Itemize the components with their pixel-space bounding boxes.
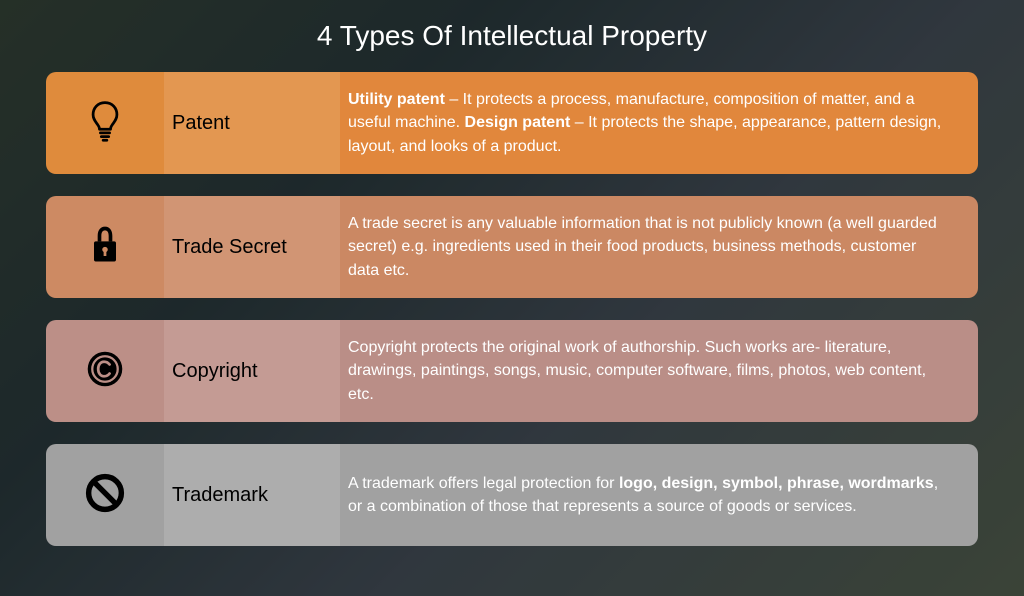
label-cell-patent: Patent xyxy=(164,72,340,174)
desc-cell-trade-secret: A trade secret is any valuable informati… xyxy=(340,196,978,298)
row-label: Trade Secret xyxy=(172,236,287,259)
lock-icon xyxy=(85,223,125,272)
icon-cell-trademark xyxy=(46,444,164,546)
page-title: 4 Types Of Intellectual Property xyxy=(46,20,978,52)
row-label: Copyright xyxy=(172,360,258,383)
row-desc: A trademark offers legal protection for … xyxy=(348,472,950,518)
row-trade-secret: Trade Secret A trade secret is any valua… xyxy=(46,196,978,298)
icon-cell-copyright xyxy=(46,320,164,422)
row-desc: Copyright protects the original work of … xyxy=(348,336,950,406)
row-desc: Utility patent – It protects a process, … xyxy=(348,88,950,158)
row-copyright: Copyright Copyright protects the origina… xyxy=(46,320,978,422)
lightbulb-icon xyxy=(85,99,125,148)
row-label: Trademark xyxy=(172,484,268,507)
icon-cell-patent xyxy=(46,72,164,174)
row-trademark: Trademark A trademark offers legal prote… xyxy=(46,444,978,546)
label-cell-trademark: Trademark xyxy=(164,444,340,546)
desc-cell-copyright: Copyright protects the original work of … xyxy=(340,320,978,422)
row-desc: A trade secret is any valuable informati… xyxy=(348,212,950,282)
prohibit-icon xyxy=(85,471,125,520)
label-cell-copyright: Copyright xyxy=(164,320,340,422)
label-cell-trade-secret: Trade Secret xyxy=(164,196,340,298)
icon-cell-trade-secret xyxy=(46,196,164,298)
row-patent: Patent Utility patent – It protects a pr… xyxy=(46,72,978,174)
rows-container: Patent Utility patent – It protects a pr… xyxy=(46,72,978,572)
row-label: Patent xyxy=(172,112,230,135)
copyright-icon xyxy=(85,347,125,396)
desc-cell-patent: Utility patent – It protects a process, … xyxy=(340,72,978,174)
desc-cell-trademark: A trademark offers legal protection for … xyxy=(340,444,978,546)
